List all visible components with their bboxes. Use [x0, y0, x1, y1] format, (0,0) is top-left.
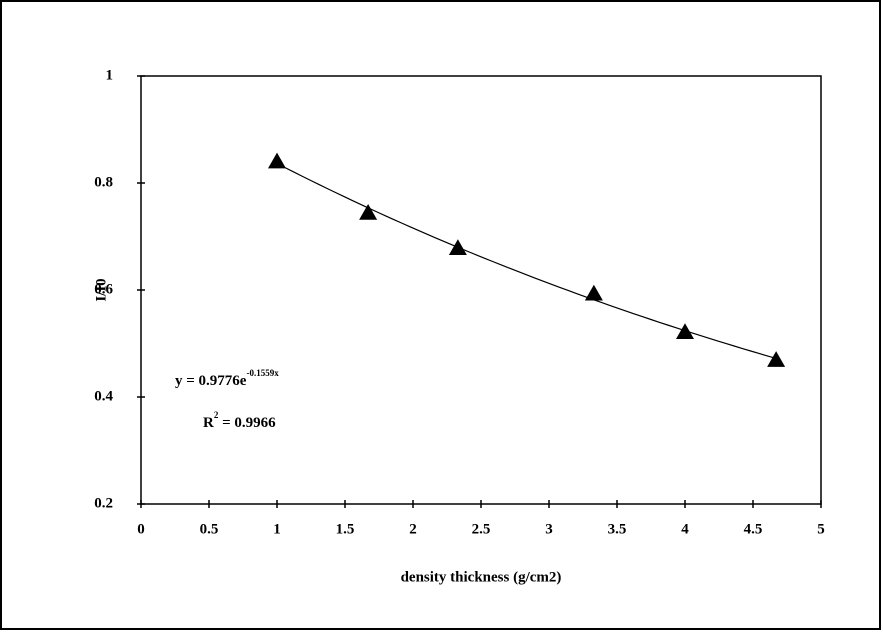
x-tick-label: 3.5 [608, 521, 627, 537]
y-tick-label: 0.6 [94, 281, 113, 297]
x-tick-label: 0 [137, 521, 145, 537]
page: {"chart_data": { "type": "scatter", "x_l… [0, 0, 883, 635]
x-tick-label: 4 [681, 521, 689, 537]
r-squared-text: R [203, 415, 214, 431]
x-tick-label: 0.5 [200, 521, 219, 537]
chart: density thickness (g/cm2) I/I0 y = 0.977… [0, 0, 883, 630]
x-axis-label: density thickness (g/cm2) [401, 569, 562, 585]
equation-text: y = 0.9776e [175, 373, 247, 389]
x-tick-label: 3 [545, 521, 553, 537]
x-tick-label: 4.5 [744, 521, 763, 537]
equation-exponent: -0.1559x [246, 368, 279, 378]
x-tick-label: 2.5 [472, 521, 491, 537]
y-tick-label: 1 [106, 67, 114, 83]
x-tick-label: 1 [273, 521, 281, 537]
y-tick-label: 0.2 [94, 495, 113, 511]
x-tick-label: 1.5 [336, 521, 355, 537]
r-squared-value: = 0.9966 [218, 415, 276, 431]
y-tick-label: 0.4 [94, 388, 113, 404]
y-tick-label: 0.8 [94, 174, 113, 190]
x-tick-label: 2 [409, 521, 417, 537]
x-tick-label: 5 [817, 521, 825, 537]
